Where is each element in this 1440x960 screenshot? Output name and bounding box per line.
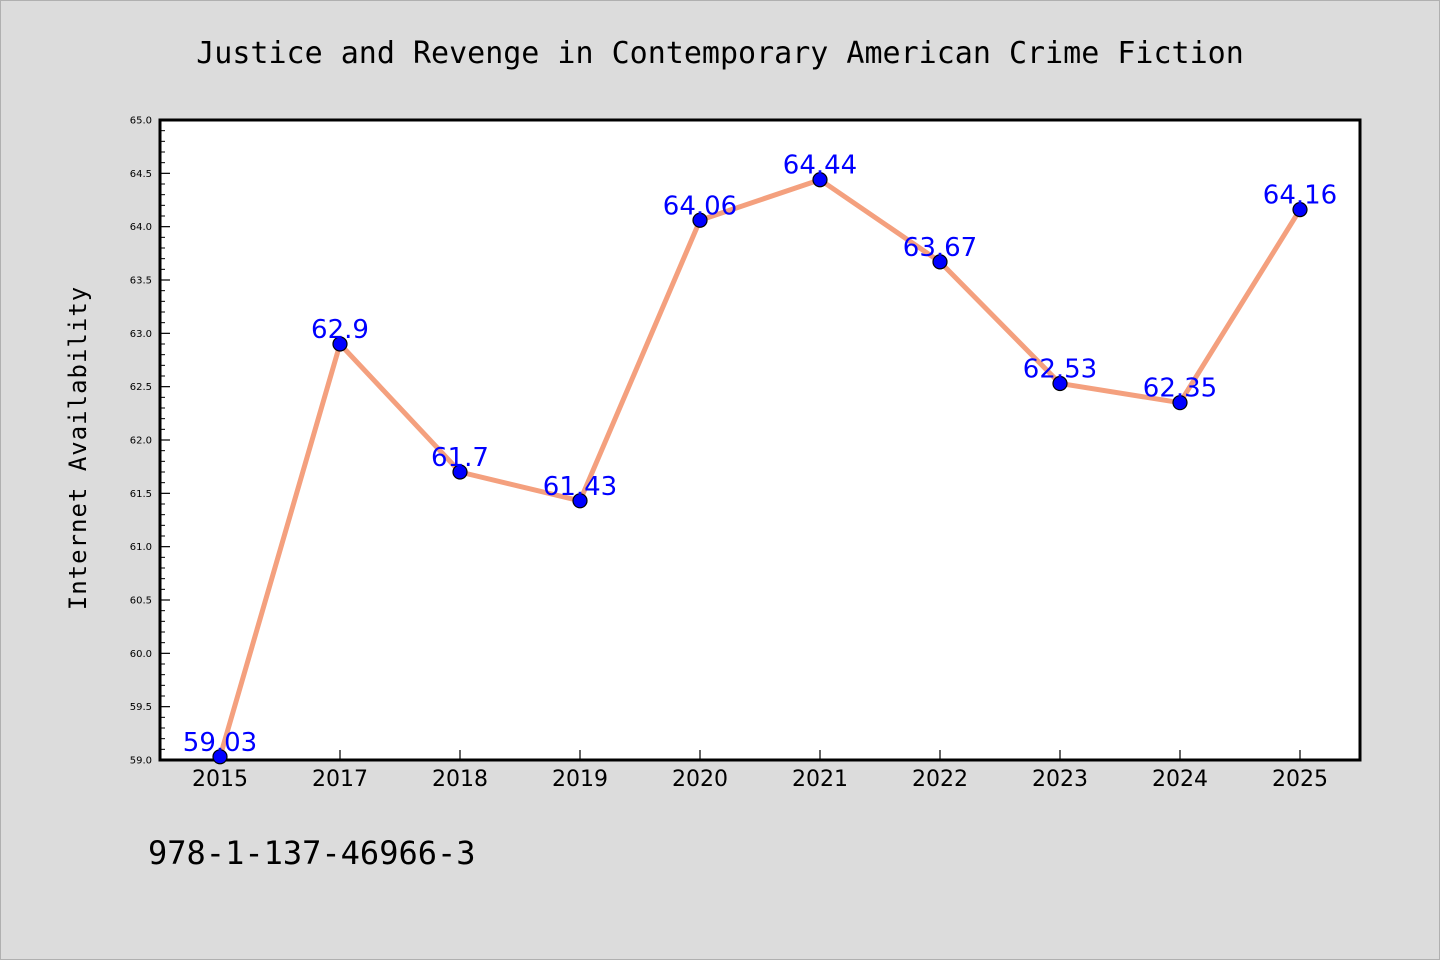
data-label: 61.7 [431, 443, 489, 473]
y-tick-label: 63.5 [130, 276, 152, 287]
chart-title: Justice and Revenge in Contemporary Amer… [196, 36, 1244, 71]
data-label: 64.16 [1263, 181, 1337, 211]
data-label: 64.44 [783, 151, 857, 181]
data-point [932, 254, 948, 270]
data-label: 61.43 [543, 472, 617, 502]
y-tick-label: 62.5 [130, 382, 152, 393]
data-label: 59.03 [183, 728, 257, 758]
x-tick-label: 2022 [912, 767, 968, 792]
y-tick-label: 60.0 [130, 649, 152, 660]
data-point [692, 212, 708, 228]
y-tick-label: 63.0 [130, 329, 152, 340]
y-tick-label: 59.0 [130, 756, 152, 767]
data-point [1052, 375, 1068, 392]
x-tick-label: 2018 [432, 767, 488, 792]
y-tick-label: 61.5 [130, 489, 152, 500]
data-point [452, 464, 468, 480]
x-tick-label: 2024 [1152, 767, 1208, 792]
plot-area [158, 118, 1362, 762]
x-tick-label: 2017 [312, 767, 368, 792]
y-tick-label: 61.0 [130, 542, 152, 553]
x-tick-label: 2021 [792, 767, 848, 792]
data-point [332, 336, 348, 352]
data-point [212, 749, 228, 765]
x-axis-ticks: 2015 2017 2018 2019 2020 2021 2022 2023 2024 2025 [192, 750, 1328, 792]
data-point [1292, 202, 1308, 218]
x-tick-label: 2023 [1032, 767, 1088, 792]
series-points-group [212, 172, 1308, 765]
y-axis-ticks: 59.0 59.5 60.0 60.5 61.0 61.5 62.0 62.5 63.0 63.5… [130, 116, 170, 767]
data-label: 62.53 [1023, 354, 1097, 384]
data-label: 62.35 [1143, 374, 1217, 404]
y-tick-label: 64.0 [130, 222, 152, 233]
y-axis-label: Internet Availability [64, 286, 92, 610]
y-tick-label: 59.5 [130, 702, 152, 713]
footer-isbn: 978-1-137-46966-3 [148, 834, 476, 872]
series-line-group [217, 176, 1303, 758]
y-tick-label: 62.0 [130, 436, 152, 447]
x-tick-label: 2019 [552, 767, 608, 792]
x-tick-label: 2020 [672, 767, 728, 792]
y-tick-label: 64.5 [130, 169, 152, 180]
series-line [217, 176, 1303, 758]
data-label: 62.9 [311, 315, 369, 345]
data-point [1172, 395, 1188, 411]
x-tick-label: 2025 [1272, 767, 1328, 792]
x-tick-label: 2015 [192, 767, 248, 792]
y-tick-label: 65.0 [130, 116, 152, 127]
data-point [572, 493, 588, 509]
y-tick-label: 60.5 [130, 596, 152, 607]
data-point [812, 172, 828, 188]
data-labels-group: 59.03 62.9 61.7 61.43 64.06 64.44 63.67 62.53 62… [183, 151, 1337, 758]
data-label: 63.67 [903, 233, 977, 263]
data-label: 64.06 [663, 191, 737, 221]
